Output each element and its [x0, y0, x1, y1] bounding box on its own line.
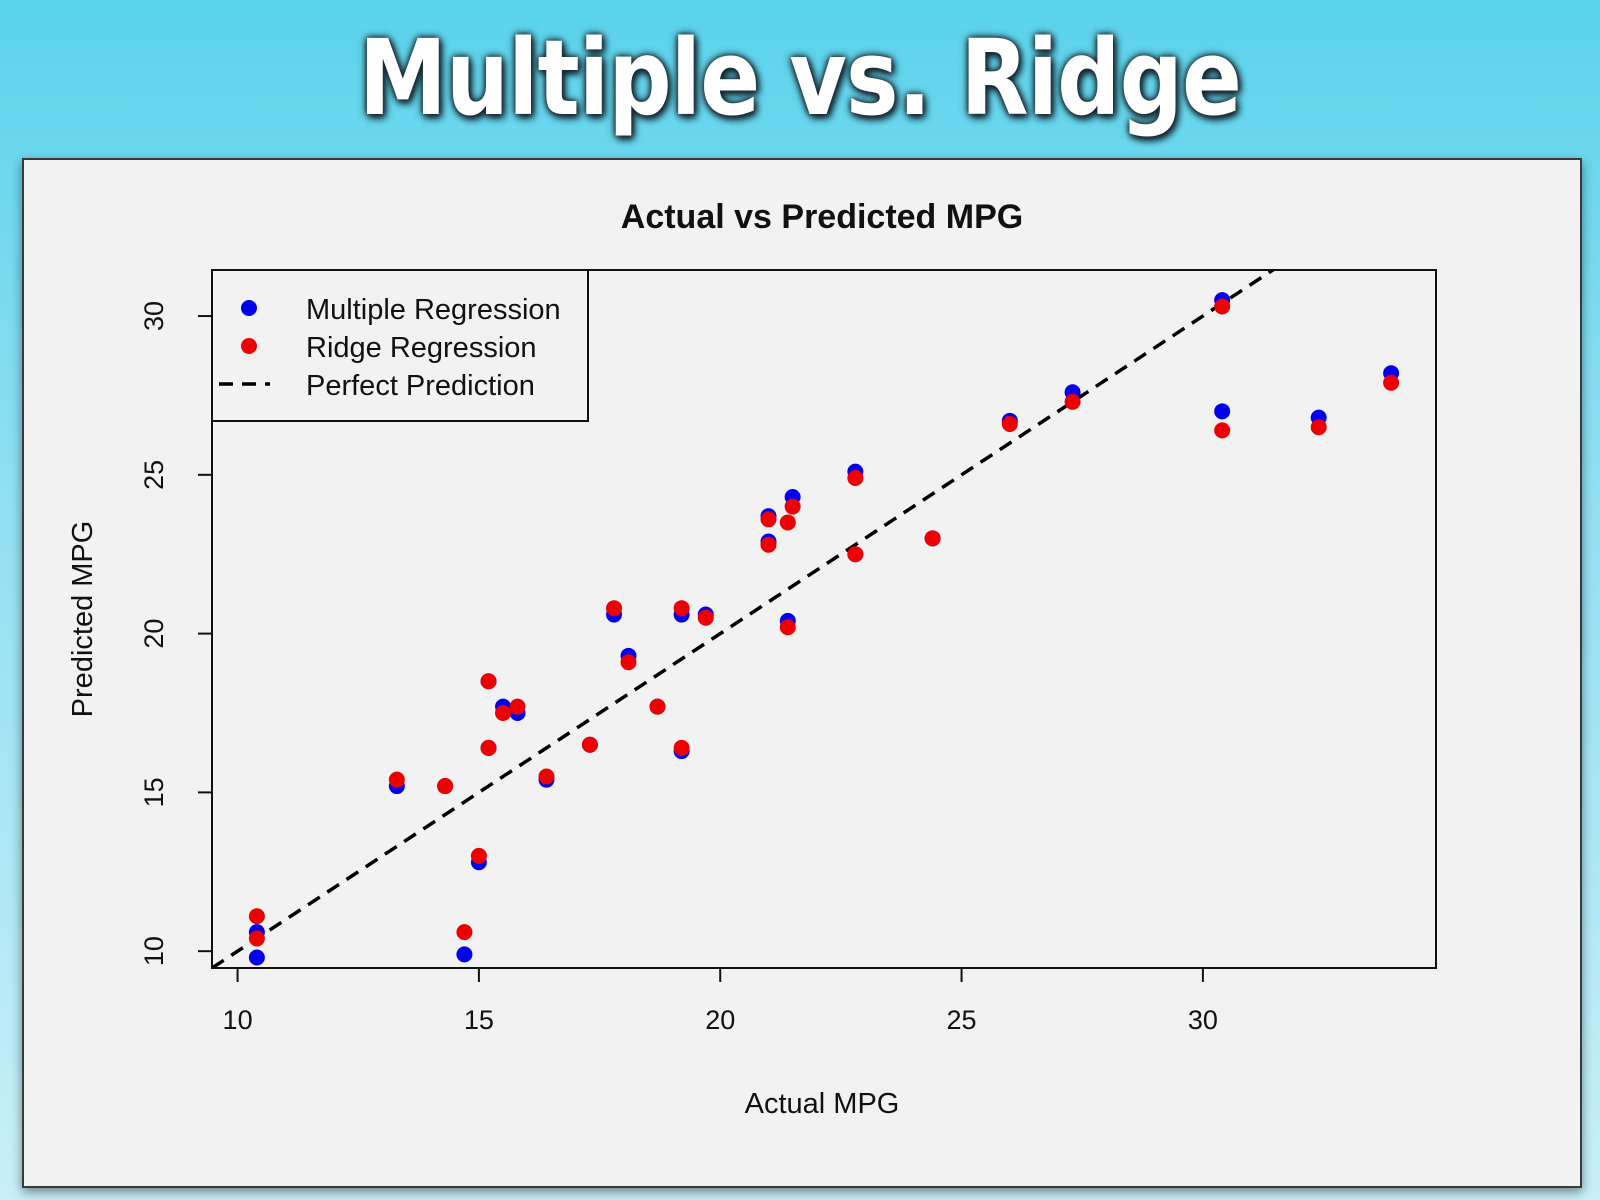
data-point — [1214, 422, 1231, 439]
legend-marker-ridge-regression — [241, 338, 257, 354]
data-point — [673, 739, 690, 756]
data-point — [480, 739, 497, 756]
data-point — [760, 536, 777, 553]
data-point — [697, 609, 714, 626]
perfect-prediction-line — [212, 270, 1277, 968]
chart-title: Actual vs Predicted MPG — [621, 198, 1023, 236]
y-tick-label: 25 — [139, 460, 169, 490]
data-point — [480, 673, 497, 690]
data-point — [1383, 374, 1400, 391]
data-point — [456, 946, 473, 963]
data-point — [470, 847, 487, 864]
data-point — [509, 698, 526, 715]
legend-label-perfect-prediction: Perfect Prediction — [306, 370, 535, 402]
series-ridge-regression — [248, 298, 1400, 947]
legend-label-ridge-regression: Ridge Regression — [306, 332, 537, 364]
plot-area — [212, 270, 1400, 968]
legend-label-multiple-regression: Multiple Regression — [306, 294, 561, 326]
data-point — [248, 930, 265, 947]
data-point — [924, 530, 941, 547]
x-tick-label: 15 — [464, 1005, 494, 1035]
data-point — [581, 736, 598, 753]
y-axis-label: Predicted MPG — [67, 521, 99, 718]
data-point — [456, 924, 473, 941]
y-axis: 10 15 20 25 30 — [139, 301, 213, 966]
x-tick-label: 25 — [947, 1005, 977, 1035]
x-tick-label: 30 — [1188, 1005, 1218, 1035]
data-point — [847, 470, 864, 487]
data-point — [620, 654, 637, 671]
data-point — [1001, 416, 1018, 433]
data-point — [1064, 393, 1081, 410]
legend-marker-multiple-regression — [241, 300, 257, 316]
data-point — [784, 498, 801, 515]
data-point — [1310, 419, 1327, 436]
data-point — [1214, 298, 1231, 315]
x-axis-label: Actual MPG — [745, 1088, 900, 1120]
data-point — [388, 771, 405, 788]
banner-title: Multiple vs. Ridge Regression — [358, 17, 1242, 279]
data-point — [779, 514, 796, 531]
data-point — [495, 704, 512, 721]
data-point — [847, 546, 864, 563]
chart-panel: Actual vs Predicted MPG 10 15 20 25 30 10 15 2… — [22, 158, 1582, 1188]
scatter-chart: Actual vs Predicted MPG 10 15 20 25 30 10 15 2… — [67, 198, 1437, 1120]
plot-contents — [212, 270, 1400, 968]
y-tick-label: 10 — [139, 936, 169, 966]
data-point — [606, 600, 623, 617]
x-tick-label: 20 — [705, 1005, 735, 1035]
x-tick-label: 10 — [223, 1005, 253, 1035]
data-point — [760, 511, 777, 528]
legend: Multiple Regression Ridge Regression Per… — [211, 269, 589, 422]
data-point — [248, 908, 265, 925]
data-point — [538, 768, 555, 785]
legend-box — [211, 269, 589, 422]
y-tick-label: 30 — [139, 301, 169, 331]
x-axis: 10 15 20 25 30 — [223, 967, 1218, 1035]
data-point — [779, 619, 796, 636]
y-tick-label: 15 — [139, 777, 169, 807]
data-point — [248, 949, 265, 966]
data-point — [649, 698, 666, 715]
y-tick-label: 20 — [139, 619, 169, 649]
data-point — [437, 778, 454, 795]
data-point — [1214, 403, 1231, 420]
data-point — [673, 600, 690, 617]
